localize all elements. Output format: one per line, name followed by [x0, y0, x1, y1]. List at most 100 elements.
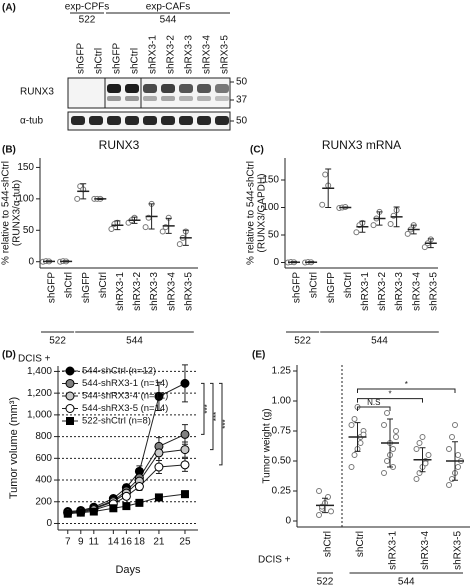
band [179, 84, 193, 93]
data-point [422, 460, 429, 467]
x-tick-label: shRX3-5 [183, 272, 194, 311]
y-tick-label: 400 [35, 475, 52, 486]
x-tick-label: 21 [153, 537, 165, 548]
y-axis-label: Tumor weight (g) [262, 408, 273, 483]
marker [109, 504, 118, 513]
panel-label: (B) [2, 145, 16, 156]
sig-label: N.S [367, 398, 380, 407]
lane-label: shRX3-1 [148, 35, 159, 74]
data-point [413, 446, 420, 452]
lane-label: shRX3-2 [166, 35, 177, 74]
data-point [351, 452, 358, 458]
legend-marker [65, 366, 75, 376]
marker [180, 490, 189, 499]
data-point [413, 476, 420, 482]
band [107, 116, 121, 125]
y-tick-label: 1,000 [27, 410, 52, 421]
legend-marker [65, 379, 75, 388]
legend-title: DCIS + [18, 354, 51, 365]
row-label: DCIS + [258, 555, 291, 566]
x-tick-label: shCtrl [309, 272, 320, 298]
group-label: 544 [371, 336, 388, 347]
x-tick-label: shCtrl [323, 531, 334, 557]
x-tick-label: 16 [121, 537, 133, 548]
y-tick-label: 1.25 [272, 366, 292, 377]
group-label: 522 [317, 577, 334, 588]
data-point [452, 422, 458, 428]
marker [154, 462, 164, 472]
x-tick-label: shRX3-1 [388, 531, 399, 570]
band [143, 116, 157, 125]
x-tick-label: 14 [108, 537, 120, 548]
data-point [419, 434, 426, 440]
y-tick-label: 50 [268, 230, 280, 241]
x-tick-label: shRX3-2 [132, 272, 143, 311]
y-tick-label: 1.00 [272, 396, 292, 407]
group-label: 544 [398, 577, 415, 588]
y-tick-label: 150 [17, 162, 34, 173]
marker [89, 507, 98, 516]
band [179, 96, 193, 101]
y-tick-label: 150 [262, 175, 279, 186]
sig-label: * [388, 390, 391, 399]
marker [180, 445, 190, 455]
data-point [449, 476, 455, 482]
band [197, 84, 211, 93]
x-tick-label: shRX3-5 [453, 531, 464, 570]
data-point [316, 512, 322, 518]
data-point [322, 171, 329, 178]
x-tick-label: shGFP [47, 272, 58, 303]
legend-label: 544-shRX3-4 (n=12) [82, 391, 168, 402]
sig-label: *** [221, 419, 230, 428]
data-point [159, 228, 166, 235]
group-label: 522 [49, 336, 66, 347]
x-tick-label: shRX3-1 [115, 272, 126, 311]
x-tick-label: shCtrl [64, 272, 75, 298]
data-point [348, 422, 355, 428]
y-axis-label: % relative to 544-shCtrl [246, 161, 257, 265]
data-point [404, 230, 411, 237]
row-label: RUNX3 [20, 87, 54, 98]
sig-bracket [210, 382, 214, 451]
data-point [390, 446, 396, 452]
band [161, 84, 175, 93]
marker-label: 50 [236, 77, 248, 88]
data-point [446, 446, 452, 452]
chart-title: RUNX3 mRNA [322, 138, 401, 152]
lane-label: shGFP [76, 43, 87, 74]
x-tick-label: 25 [179, 537, 191, 548]
group-line-label: 522 [79, 15, 96, 26]
y-tick-label: 0.75 [272, 426, 292, 437]
x-tick-label: shCtrl [98, 272, 109, 298]
x-tick-label: shCtrl [355, 531, 366, 557]
x-tick-label: 18 [134, 537, 146, 548]
legend-marker [65, 391, 75, 401]
legend-label: 544-shRX3-1 (n=14) [82, 378, 168, 389]
legend-label: 544-shRX3-5 (n=14) [82, 403, 168, 414]
group-line-label: 544 [160, 15, 177, 26]
x-tick-label: shRX3-1 [360, 272, 371, 311]
y-tick-label: 1,400 [27, 366, 52, 377]
x-tick-label: 9 [78, 537, 84, 548]
marker [121, 491, 131, 501]
marker [135, 498, 144, 507]
band [89, 116, 103, 125]
data-point [351, 416, 358, 422]
data-point [381, 470, 387, 476]
group-label: exp-CAFs [146, 2, 190, 13]
lane-label: shGFP [112, 43, 123, 74]
x-tick-label: 7 [65, 537, 71, 548]
y-tick-label: 0 [273, 257, 279, 268]
data-point [353, 229, 360, 236]
marker [180, 429, 190, 439]
data-point [455, 464, 461, 470]
marker [122, 502, 131, 511]
band [197, 96, 211, 101]
x-tick-label: shCtrl [343, 272, 354, 298]
x-tick-label: shGFP [81, 272, 92, 303]
legend-marker [65, 404, 75, 413]
panel-label: (A) [2, 3, 16, 14]
x-tick-label: shRX3-4 [420, 531, 431, 570]
data-point [446, 482, 452, 488]
marker-label: 50 [236, 116, 248, 127]
